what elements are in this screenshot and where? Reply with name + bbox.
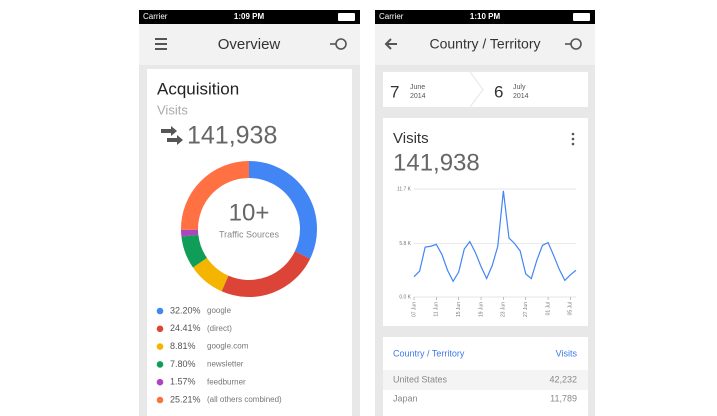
more-icon[interactable]	[571, 132, 575, 146]
donut-segment	[221, 250, 311, 297]
arrows-icon	[161, 126, 183, 145]
table-header[interactable]: Visits	[556, 348, 578, 358]
header	[139, 24, 360, 65]
start-month: June	[410, 84, 425, 91]
y-tick-label: 5.8 K	[399, 241, 411, 247]
header-title: Country / Territory	[430, 36, 541, 52]
time: 1:09 PM	[234, 12, 265, 21]
donut-segment	[181, 234, 208, 268]
legend-name: (direct)	[207, 324, 232, 333]
status-bar	[139, 10, 360, 24]
time: 1:10 PM	[470, 12, 501, 21]
end-day: 6	[494, 82, 503, 101]
start-year: 2014	[410, 93, 426, 100]
x-tick-label: 19 Jun	[478, 302, 484, 317]
legend-dot	[156, 378, 164, 386]
x-tick-label: 05 Jul	[568, 302, 574, 315]
legend-value: 7.80%	[170, 359, 196, 369]
legend-dot	[156, 343, 164, 350]
legend-name: google.com	[207, 342, 249, 351]
battery	[338, 13, 355, 21]
table-header[interactable]: Country / Territory	[393, 348, 465, 358]
x-tick-label: 07 Jun	[411, 302, 417, 317]
carrier: Carrier	[143, 12, 168, 21]
legend-name: (all others combined)	[207, 395, 282, 404]
visits-card	[383, 118, 588, 326]
row-band	[383, 370, 588, 390]
header-title: Overview	[218, 36, 281, 53]
end-month: July	[513, 84, 526, 91]
visits-total: 141,938	[393, 149, 480, 176]
card-metric: Visits	[157, 102, 188, 117]
donut-segment	[248, 161, 317, 259]
visits-title: Visits	[393, 130, 429, 147]
x-tick-label: 23 Jun	[501, 302, 507, 317]
end-year: 2014	[513, 93, 529, 100]
header	[375, 24, 595, 65]
carrier: Carrier	[379, 12, 404, 21]
legend-name: feedburner	[207, 377, 246, 386]
date-card[interactable]	[383, 72, 588, 107]
card-total: 141,938	[187, 122, 277, 150]
menu-icon[interactable]	[155, 38, 167, 50]
x-tick-label: 27 Jun	[523, 302, 529, 317]
donut-center-label: Traffic Sources	[219, 229, 280, 239]
y-tick-label: 0.0 K	[399, 294, 411, 300]
legend-value: 8.81%	[170, 341, 196, 351]
x-tick-label: 11 Jun	[434, 302, 440, 317]
legend-dot	[156, 307, 164, 315]
legend-name: google	[207, 306, 232, 315]
legend-value: 1.57%	[170, 377, 196, 387]
line	[413, 190, 577, 283]
date-divider	[469, 71, 484, 108]
legend-name: newsletter	[207, 360, 244, 369]
legend-value: 24.41%	[170, 323, 201, 333]
donut-segment	[192, 257, 229, 292]
legend-value: 32.20%	[170, 305, 201, 315]
donut-center-value: 10+	[229, 199, 270, 226]
start-day: 7	[390, 82, 399, 101]
refresh-icon[interactable]	[330, 38, 347, 50]
table-cell: United States	[393, 374, 448, 384]
refresh-icon[interactable]	[565, 38, 582, 50]
back-icon[interactable]	[384, 38, 397, 50]
battery	[573, 13, 590, 21]
x-tick-label: 01 Jul	[545, 302, 551, 315]
legend-dot	[156, 396, 164, 404]
table-cell: 11,789	[550, 393, 577, 403]
table-cell: 42,232	[549, 374, 577, 384]
legend-dot	[156, 325, 164, 333]
donut-segment	[181, 161, 250, 231]
legend-dot	[156, 361, 164, 368]
status-bar	[375, 10, 595, 24]
y-tick-label: 11.7 K	[397, 186, 412, 192]
legend-value: 25.21%	[170, 394, 201, 404]
card-title: Acquisition	[157, 79, 239, 98]
table-cell: Japan	[393, 393, 418, 403]
x-tick-label: 15 Jun	[456, 302, 462, 317]
card	[147, 69, 352, 416]
